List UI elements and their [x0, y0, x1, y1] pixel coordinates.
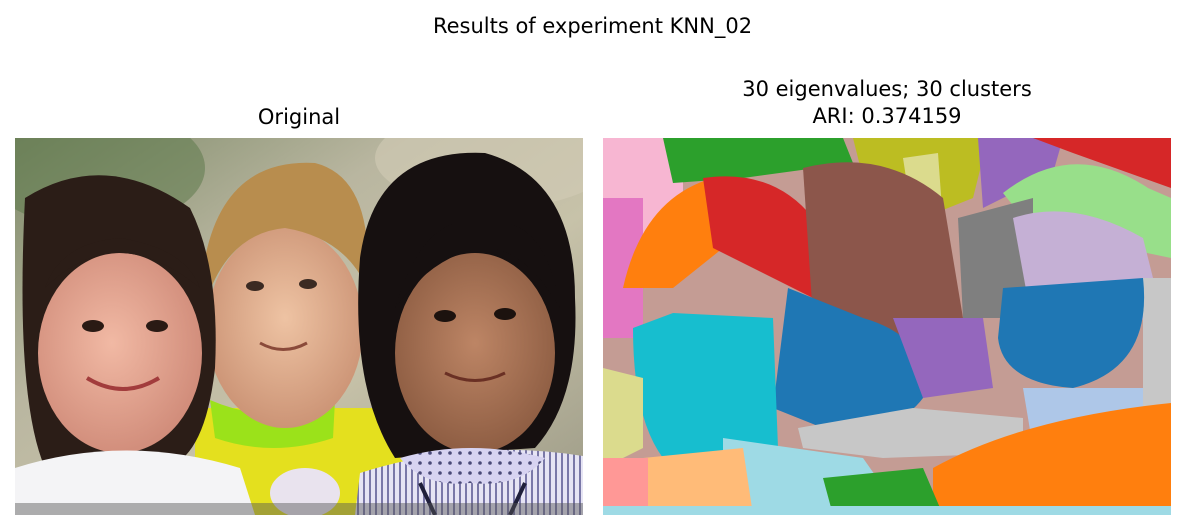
original-photo: [15, 138, 583, 515]
segmentation-image-panel: [603, 138, 1171, 515]
original-image-panel: [15, 138, 583, 515]
segmentation-title-line-2: ARI: 0.374159: [812, 104, 962, 128]
right-child: [355, 152, 583, 515]
segmentation-title-line-1: 30 eigenvalues; 30 clusters: [742, 77, 1032, 101]
white-dress: [15, 450, 255, 515]
dotted-collar: [400, 448, 545, 484]
original-title-line: Original: [257, 105, 341, 129]
segmentation-panel-title: 30 eigenvalues; 30 clusters ARI: 0.37415…: [603, 76, 1171, 130]
left-child: [15, 175, 340, 515]
segmentation-map: [603, 138, 1171, 515]
blonde-hair: [205, 162, 368, 298]
figure-suptitle: Results of experiment KNN_02: [432, 14, 753, 38]
original-panel-title: Original: [15, 104, 583, 131]
